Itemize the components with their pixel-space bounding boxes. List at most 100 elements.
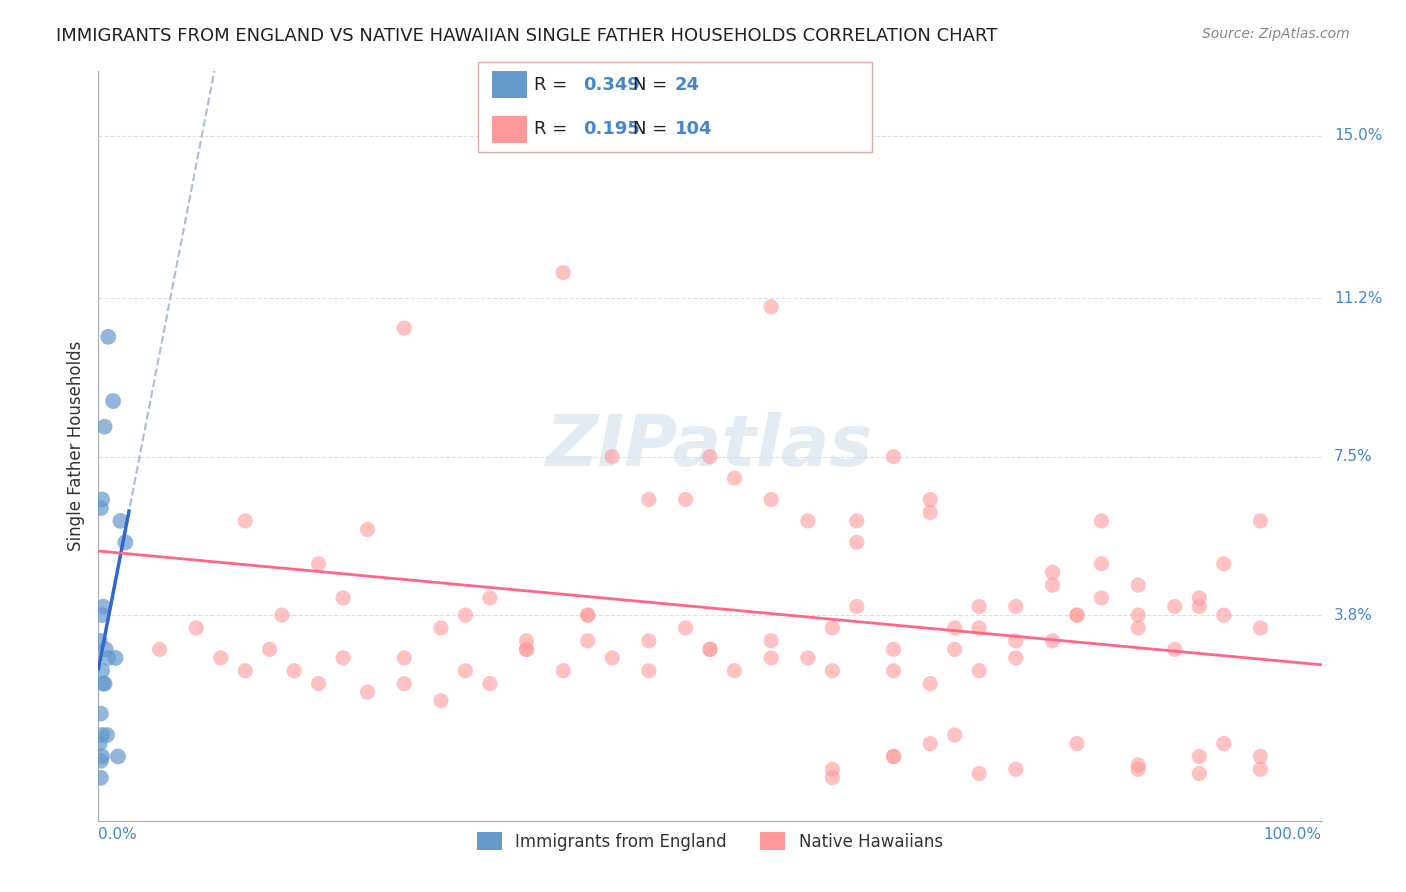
Immigrants from England <box>91 664 114 678</box>
Native Hawaiians <box>1004 599 1026 614</box>
Native Hawaiians <box>821 771 844 785</box>
Native Hawaiians <box>699 642 721 657</box>
Native Hawaiians <box>1128 762 1150 776</box>
Native Hawaiians <box>1090 514 1112 528</box>
Native Hawaiians <box>283 664 305 678</box>
Immigrants from England <box>90 771 112 785</box>
Immigrants from England <box>93 676 115 690</box>
Text: 3.8%: 3.8% <box>1334 607 1372 623</box>
Native Hawaiians <box>1128 758 1150 772</box>
Immigrants from England <box>97 651 120 665</box>
Native Hawaiians <box>1212 557 1234 571</box>
Native Hawaiians <box>797 514 820 528</box>
Immigrants from England <box>97 330 120 344</box>
Native Hawaiians <box>675 492 697 507</box>
Native Hawaiians <box>392 676 416 690</box>
Native Hawaiians <box>967 599 990 614</box>
Native Hawaiians <box>637 492 661 507</box>
Native Hawaiians <box>920 676 942 690</box>
Native Hawaiians <box>515 642 537 657</box>
Immigrants from England <box>89 633 111 648</box>
Immigrants from England <box>93 419 115 434</box>
Native Hawaiians <box>308 557 330 571</box>
Text: 100.0%: 100.0% <box>1264 827 1322 842</box>
Native Hawaiians <box>1188 591 1211 605</box>
Native Hawaiians <box>209 651 232 665</box>
Native Hawaiians <box>356 685 378 699</box>
Text: N =: N = <box>633 76 672 94</box>
Immigrants from England <box>114 535 136 549</box>
Native Hawaiians <box>454 608 477 623</box>
Native Hawaiians <box>1249 514 1271 528</box>
Native Hawaiians <box>186 621 208 635</box>
Text: 0.0%: 0.0% <box>98 827 138 842</box>
Native Hawaiians <box>1188 749 1211 764</box>
Native Hawaiians <box>761 300 783 314</box>
Immigrants from England <box>89 737 111 751</box>
Native Hawaiians <box>1212 737 1234 751</box>
Text: 11.2%: 11.2% <box>1334 291 1382 306</box>
Native Hawaiians <box>699 450 721 464</box>
Immigrants from England <box>96 728 118 742</box>
Native Hawaiians <box>478 676 501 690</box>
Immigrants from England <box>110 514 132 528</box>
Text: 0.195: 0.195 <box>583 120 640 138</box>
Immigrants from England <box>90 706 112 721</box>
Native Hawaiians <box>454 664 477 678</box>
Text: 104: 104 <box>675 120 713 138</box>
Native Hawaiians <box>478 591 501 605</box>
Text: 0.349: 0.349 <box>583 76 640 94</box>
Native Hawaiians <box>1212 608 1234 623</box>
Native Hawaiians <box>761 651 783 665</box>
Text: 24: 24 <box>675 76 700 94</box>
Native Hawaiians <box>1249 621 1271 635</box>
Legend: Immigrants from England, Native Hawaiians: Immigrants from England, Native Hawaiian… <box>471 826 949 857</box>
Native Hawaiians <box>883 642 905 657</box>
Immigrants from England <box>91 676 114 690</box>
Native Hawaiians <box>1188 766 1211 780</box>
Native Hawaiians <box>675 621 697 635</box>
Native Hawaiians <box>637 664 661 678</box>
Native Hawaiians <box>1004 651 1026 665</box>
Native Hawaiians <box>845 514 868 528</box>
Text: ZIPatlas: ZIPatlas <box>547 411 873 481</box>
Native Hawaiians <box>1128 578 1150 592</box>
Native Hawaiians <box>1164 642 1187 657</box>
Text: Source: ZipAtlas.com: Source: ZipAtlas.com <box>1202 27 1350 41</box>
Native Hawaiians <box>761 633 783 648</box>
Native Hawaiians <box>1004 762 1026 776</box>
Text: 15.0%: 15.0% <box>1334 128 1382 143</box>
Native Hawaiians <box>430 621 453 635</box>
Native Hawaiians <box>967 766 990 780</box>
Native Hawaiians <box>270 608 294 623</box>
Native Hawaiians <box>259 642 281 657</box>
Immigrants from England <box>94 642 117 657</box>
Immigrants from England <box>101 394 124 409</box>
Native Hawaiians <box>332 591 354 605</box>
Native Hawaiians <box>821 664 844 678</box>
Native Hawaiians <box>1004 633 1026 648</box>
Native Hawaiians <box>1164 599 1187 614</box>
Native Hawaiians <box>430 694 453 708</box>
Immigrants from England <box>107 749 129 764</box>
Native Hawaiians <box>761 492 783 507</box>
Native Hawaiians <box>576 608 599 623</box>
Native Hawaiians <box>149 642 172 657</box>
Immigrants from England <box>90 754 112 768</box>
Native Hawaiians <box>233 664 256 678</box>
Native Hawaiians <box>1042 566 1064 580</box>
Native Hawaiians <box>1066 608 1088 623</box>
Y-axis label: Single Father Households: Single Father Households <box>66 341 84 551</box>
Native Hawaiians <box>1249 762 1271 776</box>
Immigrants from England <box>91 599 114 614</box>
Native Hawaiians <box>920 492 942 507</box>
Native Hawaiians <box>723 471 745 485</box>
Text: R =: R = <box>534 120 574 138</box>
Native Hawaiians <box>392 651 416 665</box>
Native Hawaiians <box>883 450 905 464</box>
Native Hawaiians <box>515 642 537 657</box>
Native Hawaiians <box>356 523 378 537</box>
Native Hawaiians <box>920 737 942 751</box>
Native Hawaiians <box>699 642 721 657</box>
Native Hawaiians <box>1249 749 1271 764</box>
